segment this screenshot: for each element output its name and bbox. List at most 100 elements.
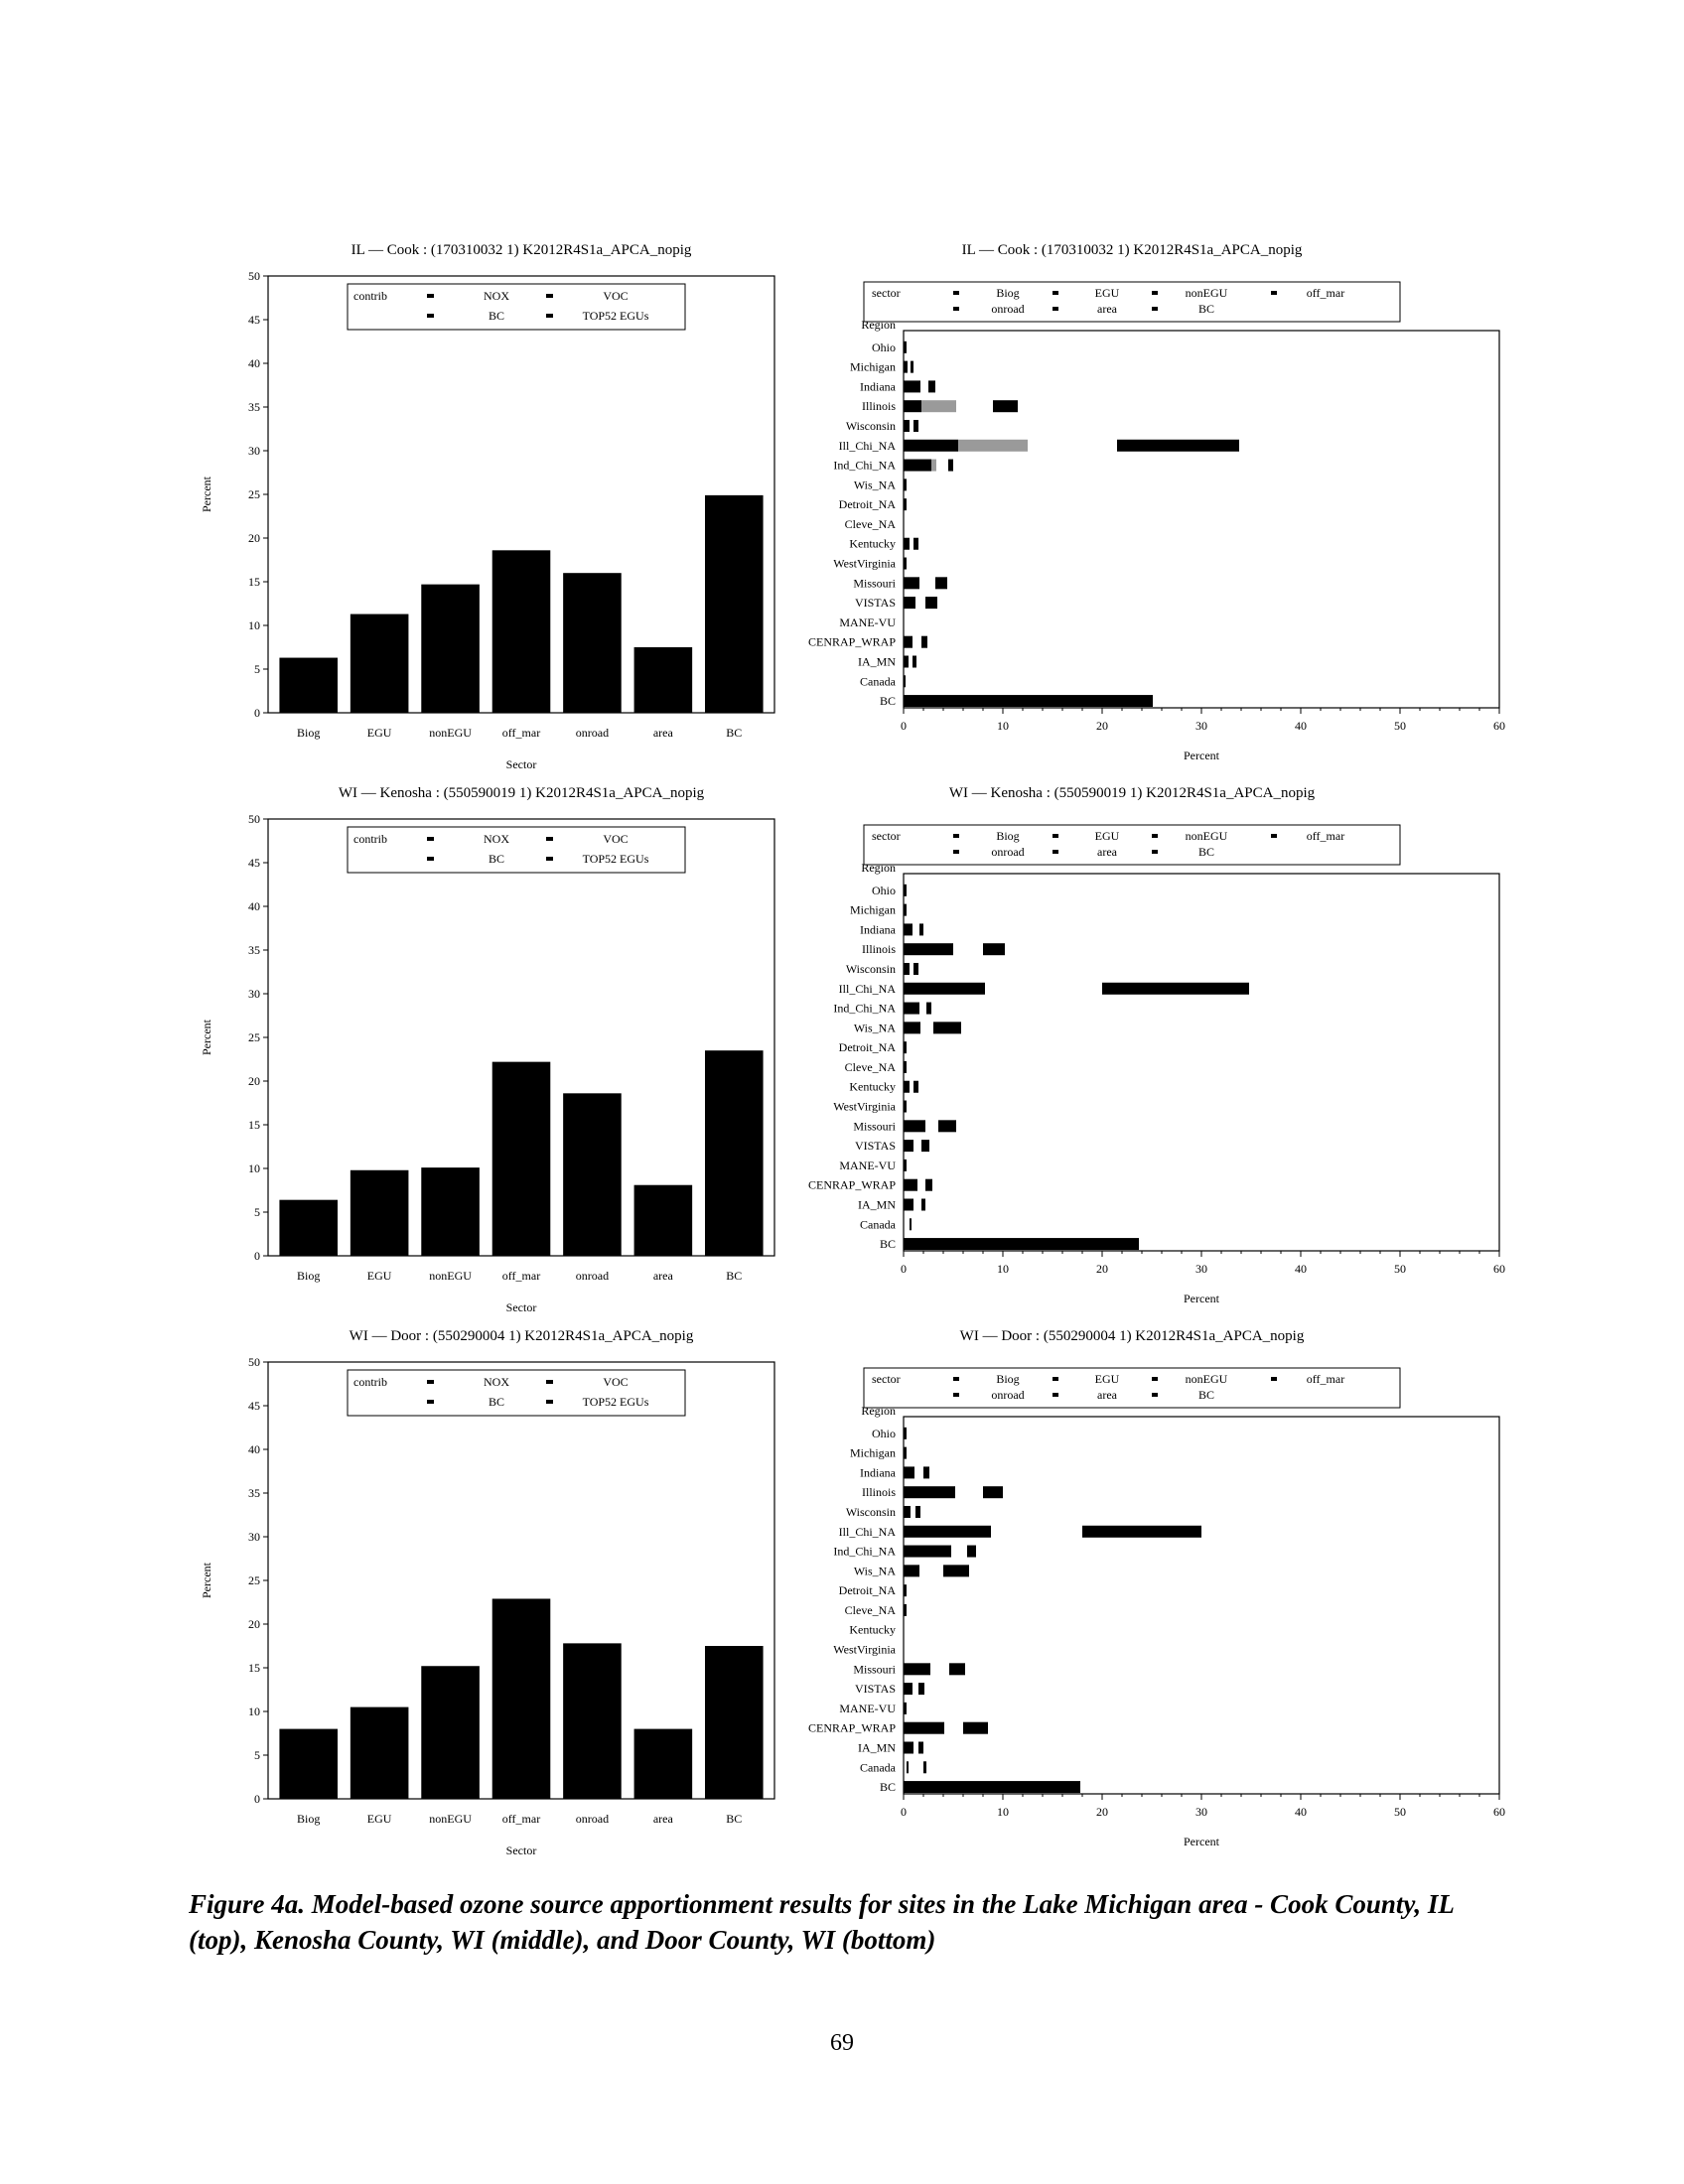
legend-title: contrib: [353, 289, 387, 303]
y-tick-label: Illinois: [862, 942, 896, 956]
y-tick-label: MANE-VU: [839, 1702, 896, 1715]
legend-entry: EGU: [1095, 286, 1120, 300]
y-tick-label: Kentucky: [849, 1080, 896, 1094]
y-tick-label: Missouri: [853, 1662, 896, 1676]
sector-bar-chart-svg: IL — Cook : (170310032 1) K2012R4S1a_APC…: [200, 242, 775, 771]
legend-title: sector: [872, 829, 901, 843]
bar-segment-Ohio: [904, 1427, 907, 1439]
x-tick-label: 30: [1195, 719, 1207, 733]
bar-segment-Kentucky: [913, 537, 918, 550]
bar-segment-VISTAS: [904, 1140, 913, 1153]
bar-segment-Missouri: [904, 1120, 925, 1133]
x-tick-label: 0: [901, 1262, 907, 1276]
y-tick-label: 5: [254, 1748, 260, 1762]
legend-swatch: [1152, 291, 1158, 295]
bar-off_mar: [491, 550, 551, 713]
legend-swatch: [427, 1380, 434, 1384]
y-axis-label: Region: [861, 861, 896, 875]
y-tick-label: Illinois: [862, 399, 896, 413]
legend-box: [347, 826, 686, 874]
legend-entry: off_mar: [1307, 286, 1344, 300]
legend-entry: TOP52 EGUs: [583, 1395, 649, 1409]
legend-swatch: [546, 314, 553, 318]
x-tick-label: Biog: [297, 726, 320, 740]
y-tick-label: 30: [248, 444, 260, 458]
bar-off_mar: [491, 1598, 551, 1799]
bar-segment-Illinois: [904, 1486, 955, 1499]
bar-segment-IA_MN: [904, 1741, 913, 1754]
legend-swatch: [427, 1400, 434, 1404]
bar-segment-Wis_NA: [904, 1022, 920, 1034]
y-tick-label: 5: [254, 1205, 260, 1219]
chart-title: IL — Cook : (170310032 1) K2012R4S1a_APC…: [962, 242, 1303, 258]
legend-entry: nonEGU: [1186, 286, 1228, 300]
bar-segment-CENRAP_WRAP: [904, 1721, 944, 1734]
bar-segment-Indiana: [923, 1466, 929, 1479]
chart-title: WI — Door : (550290004 1) K2012R4S1a_APC…: [960, 1328, 1305, 1344]
x-tick-label: Biog: [297, 1812, 320, 1826]
x-tick-label: EGU: [367, 1269, 392, 1283]
x-tick-label: off_mar: [502, 1812, 540, 1826]
bar-nonEGU: [421, 1666, 480, 1799]
y-tick-label: Michigan: [850, 1446, 896, 1460]
y-tick-label: 45: [248, 313, 260, 327]
bar-segment-Indiana: [904, 1466, 914, 1479]
x-tick-label: 60: [1493, 1805, 1505, 1819]
y-tick-label: Indiana: [860, 379, 897, 393]
bar-segment-Indiana: [904, 923, 912, 936]
y-tick-label: IA_MN: [858, 1197, 896, 1211]
legend-swatch: [1271, 291, 1277, 295]
y-tick-label: Ill_Chi_NA: [839, 439, 897, 453]
bar-segment-IA_MN: [904, 655, 909, 668]
x-axis-label: Sector: [506, 757, 537, 771]
legend-swatch: [427, 294, 434, 298]
legend-entry: BC: [489, 1395, 504, 1409]
y-tick-label: Wis_NA: [854, 1021, 897, 1034]
x-tick-label: EGU: [367, 1812, 392, 1826]
legend-entry: onroad: [991, 1388, 1024, 1402]
legend-swatch: [953, 291, 959, 295]
bar-segment-BC: [904, 1781, 1080, 1794]
bar-segment-VISTAS: [918, 1683, 924, 1696]
y-tick-label: 25: [248, 1573, 260, 1587]
y-tick-label: 25: [248, 1030, 260, 1044]
legend-swatch: [1052, 291, 1058, 295]
legend-entry: nonEGU: [1186, 829, 1228, 843]
x-tick-label: area: [653, 726, 674, 740]
y-tick-label: 15: [248, 1661, 260, 1675]
bar-BC: [705, 1050, 764, 1256]
legend-entry: area: [1097, 302, 1118, 316]
chart-title: WI — Kenosha : (550590019 1) K2012R4S1a_…: [339, 785, 705, 801]
region-bar-chart: WI — Kenosha : (550590019 1) K2012R4S1a_…: [794, 779, 1509, 1320]
y-tick-label: 40: [248, 1442, 260, 1456]
y-tick-label: Wisconsin: [846, 1505, 896, 1519]
y-tick-label: WestVirginia: [833, 557, 896, 571]
bar-segment-Wis_NA: [943, 1565, 969, 1577]
legend-entry: nonEGU: [1186, 1372, 1228, 1386]
y-tick-label: Ind_Chi_NA: [833, 1545, 896, 1559]
legend-entry: TOP52 EGUs: [583, 309, 649, 323]
plot-frame: [903, 873, 1500, 1252]
region-bar-chart: IL — Cook : (170310032 1) K2012R4S1a_APC…: [794, 236, 1509, 777]
bar-segment-Ohio: [904, 884, 907, 896]
x-tick-label: 50: [1394, 1805, 1406, 1819]
y-tick-label: Indiana: [860, 1465, 897, 1479]
y-tick-label: Detroit_NA: [839, 1583, 897, 1597]
y-tick-label: 35: [248, 400, 260, 414]
chart-title: WI — Door : (550290004 1) K2012R4S1a_APC…: [350, 1328, 694, 1344]
bar-segment-Illinois: [904, 943, 953, 956]
legend-entry: area: [1097, 845, 1118, 859]
x-tick-label: 20: [1096, 1805, 1108, 1819]
y-tick-label: Ohio: [872, 884, 896, 897]
bar-segment-Missouri: [904, 1663, 930, 1676]
bar-segment-Michigan: [904, 1446, 907, 1459]
bar-segment-BC: [904, 1238, 1139, 1251]
legend-swatch: [546, 294, 553, 298]
legend-entry: EGU: [1095, 829, 1120, 843]
legend-swatch: [953, 307, 959, 311]
bar-segment-MANE-VU: [904, 1702, 907, 1714]
bar-area: [633, 1728, 693, 1799]
legend-swatch: [1152, 307, 1158, 311]
x-tick-label: onroad: [576, 1269, 609, 1283]
y-tick-label: Missouri: [853, 576, 896, 590]
